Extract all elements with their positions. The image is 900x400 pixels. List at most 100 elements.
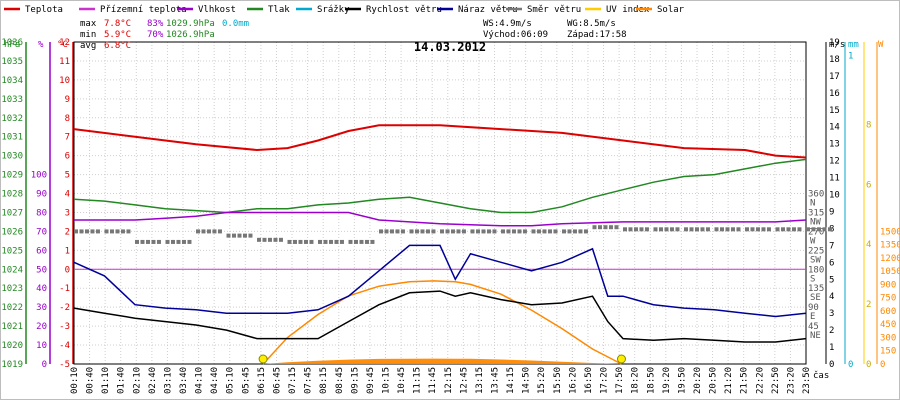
wind-speed-line [73,290,807,343]
wind-direction-mark [450,229,455,234]
wind-direction-mark [84,229,89,234]
x-tick-label: 02:40 [148,367,158,394]
wind-direction-mark [420,229,425,234]
wind-tick-label: 4 [829,292,834,302]
wind-direction-mark [445,229,450,234]
wind-direction-mark [791,227,796,232]
uv-tick-label: 0 [866,360,871,370]
temperature-tick-label: 1 [65,246,70,256]
left-axis-labels: 1019102010211022102310241025102610271028… [1,38,70,370]
wind-direction-mark [470,229,475,234]
wind-direction-mark [669,227,674,232]
legend-label: Teplota [25,5,63,15]
wind-direction-mark [135,239,139,244]
sunrise-marker [258,354,268,364]
humidity-line [74,211,807,227]
wind-direction-mark [309,239,314,244]
legend-label: UV index [606,5,650,15]
humidity-tick-label: 10 [36,341,47,351]
rain-unit: mm [848,40,859,50]
direction-tick-label: 270 [808,227,824,237]
solar-unit: W [878,40,884,50]
wind-direction-mark [115,229,120,234]
temperature-tick-label: -3 [59,322,70,332]
legend: Teplota Přízemní teplota Vlhkost Tlak Srážky… [4,5,685,15]
wind-direction-mark [206,229,211,234]
pressure-unit: hPa [4,40,20,50]
direction-tick-label: 90 [808,303,819,313]
wind-tick-label: 5 [829,275,834,285]
wind-direction-mark [775,227,780,232]
wind-direction-mark [486,229,491,234]
wind-direction-mark [608,225,613,230]
wind-direction-mark [597,225,602,230]
wind-direction-mark [212,229,217,234]
wind-direction-mark [755,227,760,232]
legend-label: Směr větru [527,5,581,15]
solar-tick-label: 1350 [880,241,900,251]
x-tick-label: 15:20 [537,367,547,394]
x-tick-label: 08:45 [335,367,345,394]
wind-tick-label: 19 [829,38,840,48]
stat-hum-min: 70% [147,30,164,40]
chart-title: 14.03.2012 [414,40,486,54]
pressure-tick-label: 1035 [1,57,23,67]
wind-direction-mark [547,229,552,234]
stat-temp-min: 5.9°C [104,30,131,40]
x-tick-label: 11:45 [428,367,438,394]
pressure-tick-label: 1032 [1,114,23,124]
rain-tick-label: 1 [848,51,853,61]
wind-direction-mark [684,227,688,232]
wind-direction-mark [456,229,461,234]
legend-label: Vlhkost [198,5,236,15]
pressure-tick-label: 1027 [1,208,23,218]
legend-label: Tlak [268,5,290,15]
wind-direction-mark [181,239,186,244]
x-tick-label: 06:45 [272,367,282,394]
pressure-tick-label: 1025 [1,246,23,256]
wind-direction-mark [461,229,466,234]
x-tick-label: 23:20 [786,367,796,394]
wind-tick-label: 13 [829,140,840,150]
wind-direction-mark [257,237,261,242]
solar-tick-label: 300 [880,333,896,343]
wind-direction-mark [714,227,719,232]
humidity-tick-label: 100 [31,171,47,181]
pressure-tick-label: 1031 [1,133,23,143]
wind-direction-mark [226,233,231,238]
right-axis-labels: 45NE90E135SE180S225SW270W315NW360N012345… [808,38,900,370]
wind-direction-mark [248,233,253,238]
wind-tick-label: 0 [829,360,834,370]
wind-direction-mark [475,229,480,234]
legend-label: Náraz větru [458,5,518,15]
direction-compass-label: N [810,199,815,209]
pressure-tick-label: 1028 [1,190,23,200]
wind-tick-label: 17 [829,72,840,82]
wind-direction-mark [95,229,100,234]
temperature-line [73,124,807,159]
wind-direction-mark [140,239,145,244]
x-tick-label: 02:10 [132,367,142,394]
humidity-unit: % [38,40,44,50]
x-tick-label: 16:50 [584,367,594,394]
wind-direction-mark [328,239,333,244]
wind-tick-label: 1 [829,343,834,353]
wind-direction-mark [217,229,222,234]
wind-tick-label: 3 [829,309,834,319]
pressure-tick-label: 1026 [1,227,23,237]
wind-direction-mark [736,227,741,232]
direction-compass-label: E [810,312,815,322]
legend-label: Rychlost větru [366,5,442,15]
wind-direction-mark [156,239,161,244]
solar-tick-label: 1200 [880,254,900,264]
sunset-marker [616,354,626,364]
wind-tick-label: 14 [829,123,840,133]
pressure-tick-label: 1022 [1,303,23,313]
stat-temp-max: 7.8°C [104,19,131,29]
wind-direction-mark [334,239,339,244]
temperature-tick-label: 3 [65,208,70,218]
wind-direction-mark [730,227,735,232]
wind-direction-mark [262,237,267,242]
direction-tick-label: 180 [808,265,824,275]
